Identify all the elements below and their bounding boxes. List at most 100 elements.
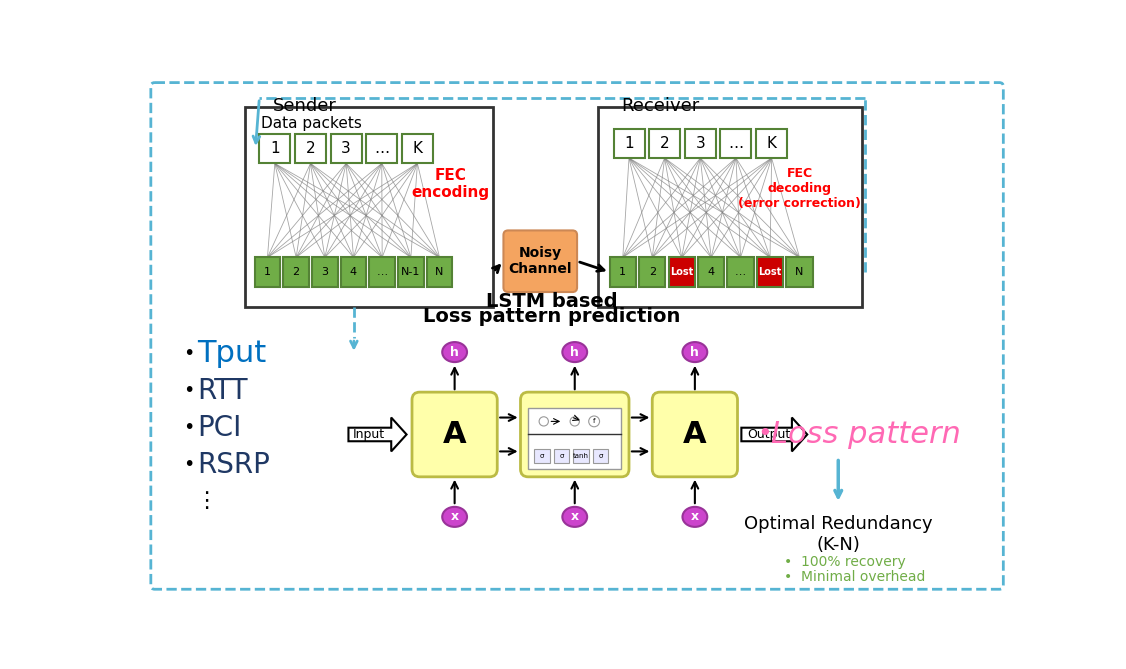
- Bar: [528, 407, 622, 469]
- Text: tanh: tanh: [573, 453, 589, 459]
- Polygon shape: [348, 417, 406, 452]
- Text: K: K: [412, 141, 422, 157]
- Ellipse shape: [562, 342, 587, 362]
- Text: …: …: [376, 267, 387, 277]
- Ellipse shape: [682, 507, 707, 527]
- Text: •  100% recovery: • 100% recovery: [784, 555, 905, 569]
- Text: x: x: [571, 510, 579, 523]
- Text: FEC
encoding: FEC encoding: [412, 168, 490, 201]
- Text: LSTM based: LSTM based: [485, 292, 617, 311]
- Bar: [399, 258, 423, 286]
- Text: Sender: Sender: [272, 97, 337, 115]
- Bar: [427, 258, 453, 286]
- Bar: [598, 107, 861, 308]
- Text: 3: 3: [341, 141, 351, 157]
- Bar: [757, 258, 784, 286]
- Text: •: •: [184, 381, 195, 400]
- Text: 1: 1: [624, 136, 634, 151]
- Text: h: h: [690, 346, 699, 359]
- Text: σ: σ: [598, 453, 602, 459]
- Text: 1: 1: [619, 267, 626, 277]
- Text: 1: 1: [270, 141, 279, 157]
- FancyBboxPatch shape: [412, 392, 498, 477]
- Text: 4: 4: [350, 267, 357, 277]
- Bar: [402, 134, 432, 163]
- Circle shape: [589, 416, 599, 427]
- Ellipse shape: [443, 507, 467, 527]
- Text: 2: 2: [649, 267, 655, 277]
- Text: Receiver: Receiver: [622, 97, 699, 115]
- Text: FEC
decoding
(error correction): FEC decoding (error correction): [738, 167, 861, 209]
- Text: Output: Output: [748, 428, 790, 441]
- Text: …: …: [374, 141, 390, 157]
- Text: ⋮: ⋮: [196, 492, 217, 512]
- Bar: [609, 258, 636, 286]
- Text: Data packets: Data packets: [261, 116, 361, 132]
- Bar: [698, 258, 724, 286]
- Text: RTT: RTT: [197, 377, 248, 405]
- Text: 4: 4: [707, 267, 715, 277]
- Text: Noisy
Channel: Noisy Channel: [509, 246, 572, 276]
- Bar: [535, 449, 549, 463]
- Text: σ: σ: [540, 453, 544, 459]
- Bar: [284, 258, 309, 286]
- Text: h: h: [570, 346, 579, 359]
- Bar: [245, 107, 493, 308]
- Text: 1: 1: [263, 267, 271, 277]
- Text: A: A: [443, 420, 466, 449]
- Bar: [573, 449, 589, 463]
- Text: Loss pattern prediction: Loss pattern prediction: [422, 308, 680, 326]
- Bar: [366, 134, 397, 163]
- Text: Optimal Redundancy
(K-N): Optimal Redundancy (K-N): [744, 515, 932, 554]
- Text: Lost: Lost: [670, 267, 694, 277]
- Text: 3: 3: [696, 136, 705, 151]
- Text: N-1: N-1: [401, 267, 420, 277]
- Bar: [721, 129, 751, 158]
- Bar: [756, 129, 787, 158]
- Text: 2: 2: [305, 141, 315, 157]
- Text: Tput: Tput: [197, 339, 267, 368]
- Bar: [640, 258, 665, 286]
- Bar: [650, 129, 680, 158]
- Bar: [592, 449, 608, 463]
- Bar: [614, 129, 644, 158]
- Bar: [331, 134, 361, 163]
- Text: •: •: [757, 423, 771, 446]
- Text: •  Minimal overhead: • Minimal overhead: [784, 570, 926, 584]
- Text: 2: 2: [660, 136, 670, 151]
- Bar: [295, 134, 325, 163]
- Text: Loss pattern: Loss pattern: [771, 420, 960, 449]
- Ellipse shape: [682, 342, 707, 362]
- Bar: [312, 258, 338, 286]
- Bar: [727, 258, 753, 286]
- FancyBboxPatch shape: [503, 230, 578, 292]
- Polygon shape: [741, 417, 807, 452]
- Bar: [369, 258, 395, 286]
- Bar: [669, 258, 695, 286]
- Text: …: …: [729, 136, 743, 151]
- Text: N: N: [436, 267, 444, 277]
- Text: K: K: [767, 136, 777, 151]
- Text: N: N: [795, 267, 804, 277]
- Ellipse shape: [562, 507, 587, 527]
- Bar: [341, 258, 366, 286]
- Text: •: •: [184, 455, 195, 474]
- Text: 3: 3: [321, 267, 329, 277]
- Bar: [685, 129, 716, 158]
- Text: •: •: [184, 344, 195, 363]
- Text: •: •: [184, 418, 195, 437]
- Circle shape: [570, 417, 580, 426]
- Text: x: x: [450, 510, 458, 523]
- Text: f: f: [593, 418, 596, 424]
- Bar: [254, 258, 280, 286]
- Text: PCI: PCI: [197, 413, 242, 442]
- Ellipse shape: [443, 342, 467, 362]
- FancyBboxPatch shape: [520, 392, 629, 477]
- Text: Input: Input: [352, 428, 384, 441]
- Text: …: …: [735, 267, 747, 277]
- Text: h: h: [450, 346, 459, 359]
- Text: RSRP: RSRP: [197, 450, 270, 478]
- Text: 2: 2: [293, 267, 300, 277]
- Bar: [554, 449, 570, 463]
- FancyBboxPatch shape: [652, 392, 738, 477]
